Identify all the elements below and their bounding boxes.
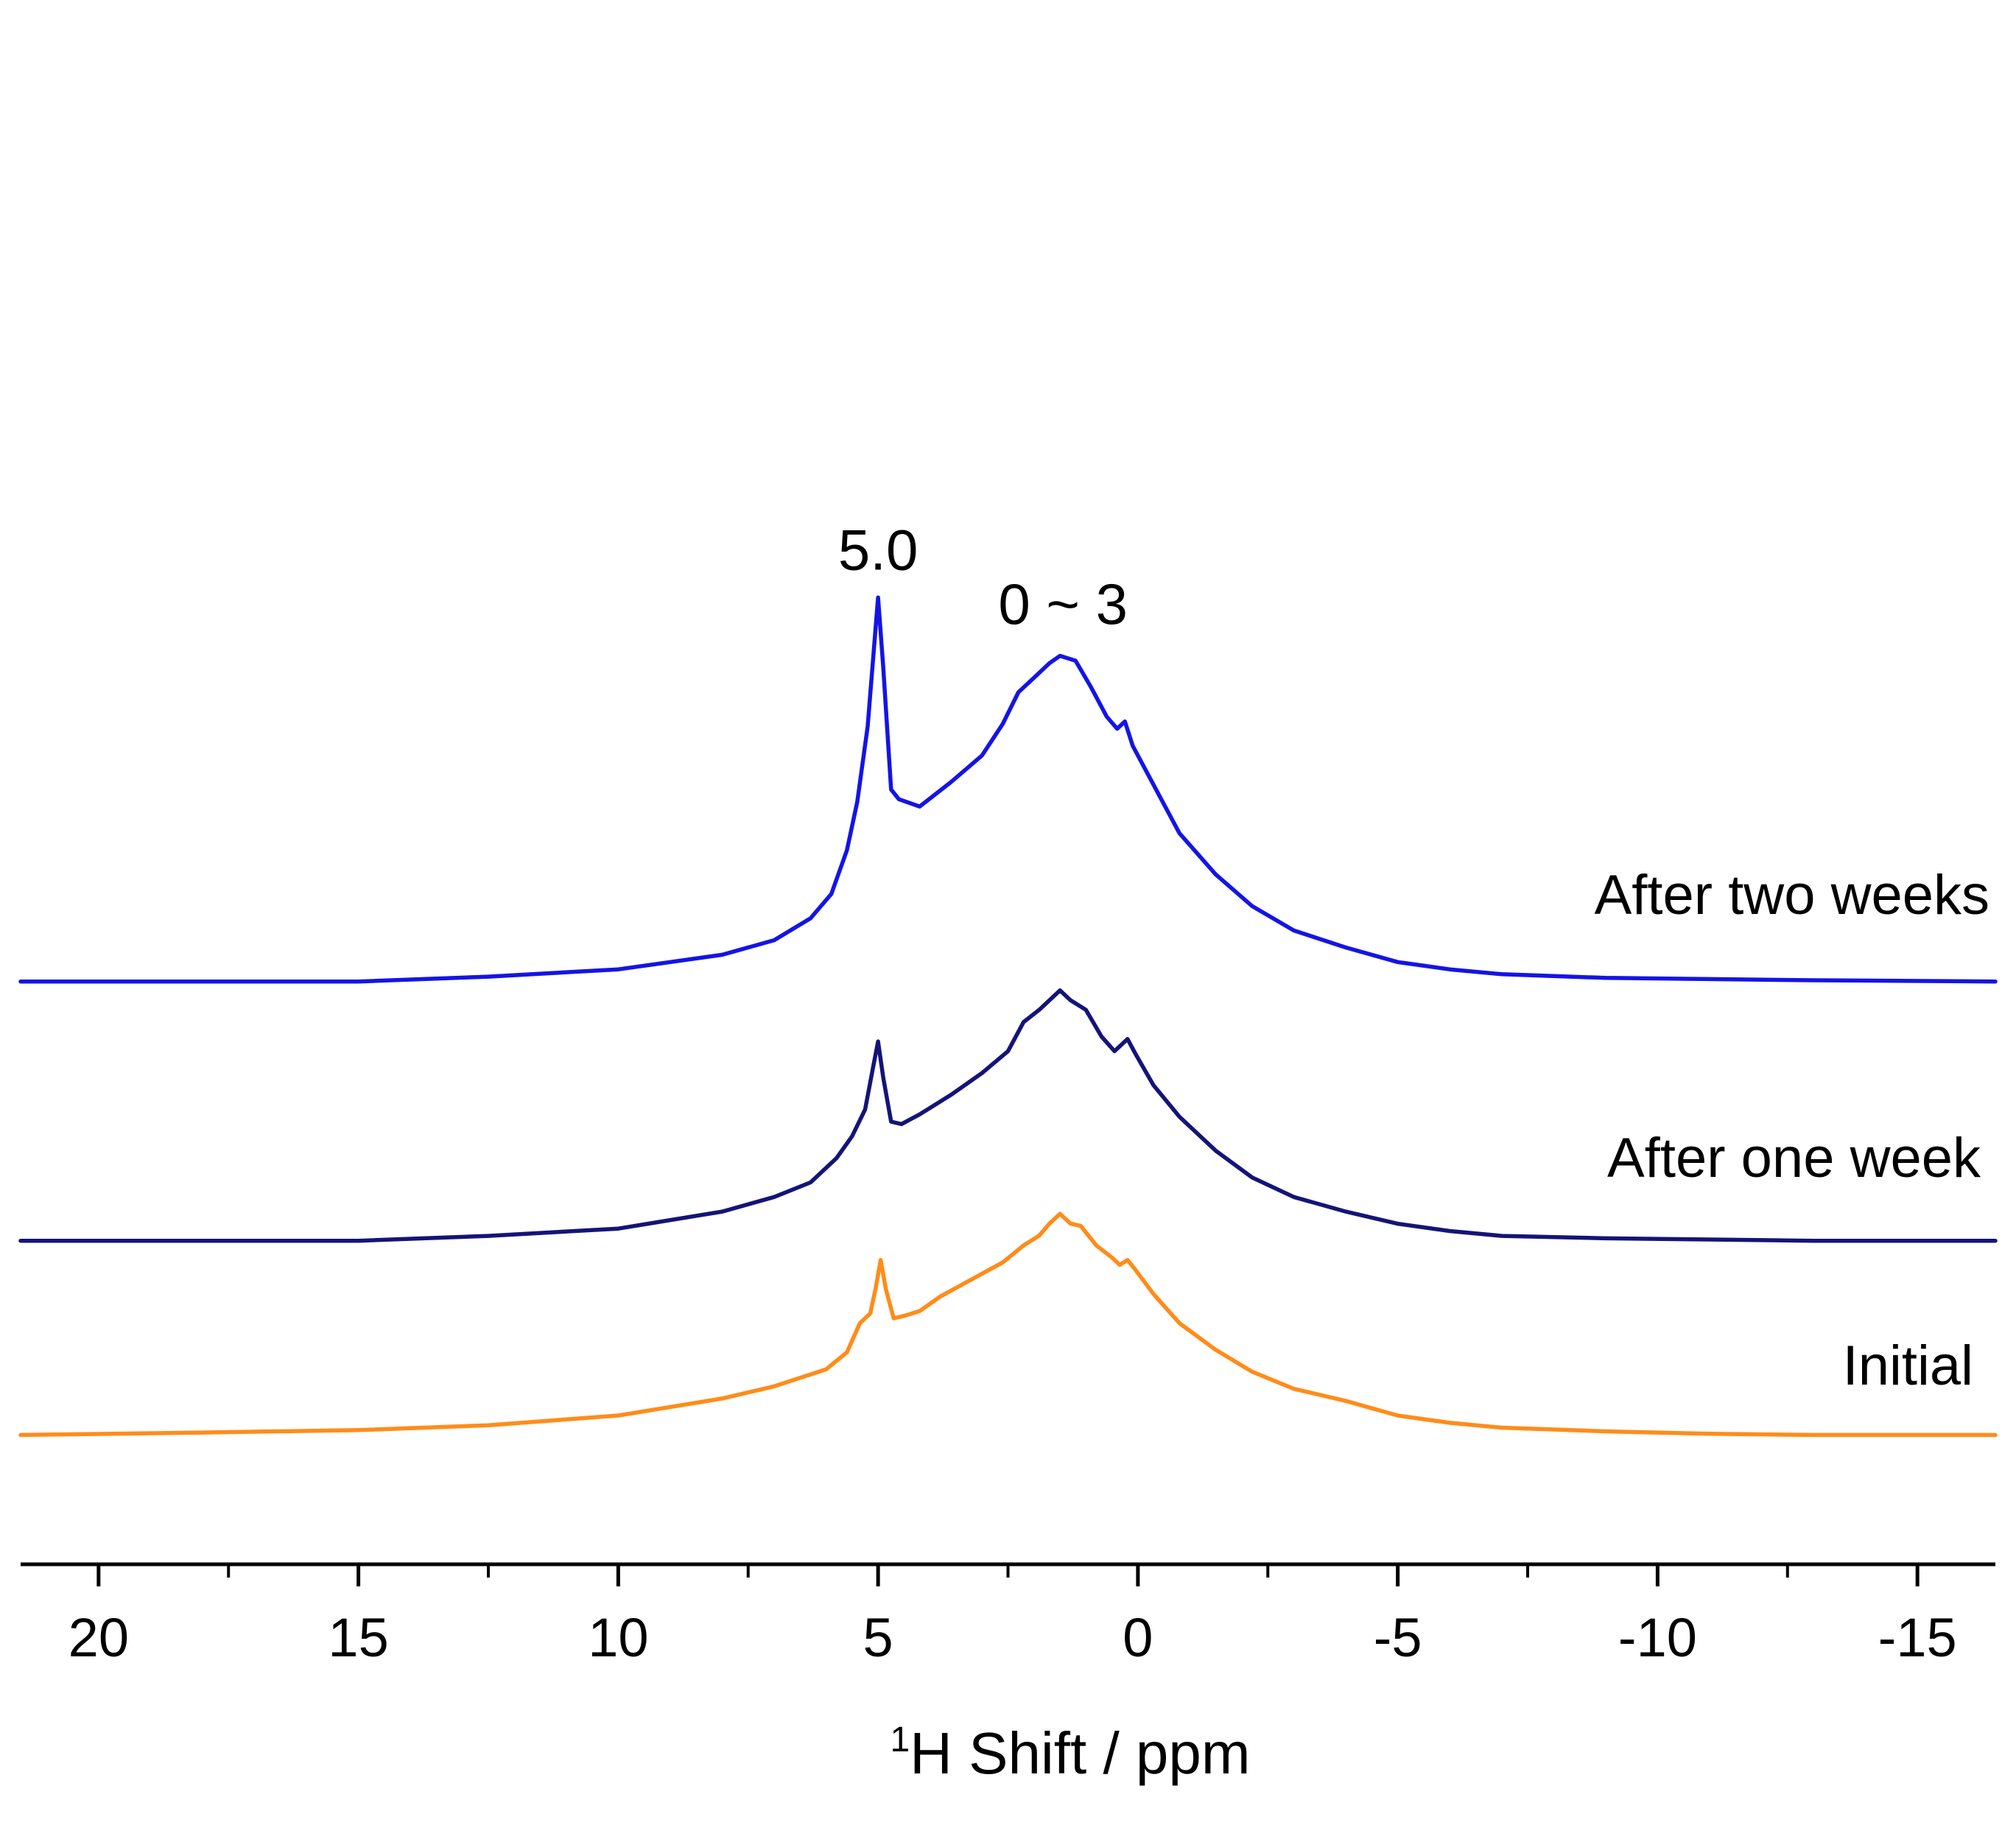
x-axis-tick-labels: 20 15 10 5 0 -5 -10 -15 [69, 1607, 1957, 1668]
x-tick-label: 15 [328, 1607, 388, 1668]
x-axis-title: 1H Shift / ppm [890, 1720, 1250, 1786]
trace-initial [18, 1212, 1998, 1438]
x-axis-title-superscript: 1 [890, 1720, 910, 1759]
series-label-initial: Initial [1843, 1335, 1973, 1397]
peak-annotations: 5.0 0 ~ 3 [838, 517, 1128, 636]
trace-after-two-weeks [18, 595, 1998, 984]
series-label-after-one-week: After one week [1607, 1127, 1981, 1189]
series-label-after-two-weeks: After two weeks [1595, 864, 1989, 926]
x-tick-label: 20 [69, 1607, 129, 1668]
x-axis: 20 15 10 5 0 -5 -10 -15 [21, 1562, 1995, 1668]
trace-after-one-week [18, 988, 1998, 1243]
x-tick-label: 0 [1123, 1607, 1153, 1668]
x-tick-label: 5 [863, 1607, 893, 1668]
spectrum-traces [18, 595, 1998, 1438]
x-tick-label: -5 [1374, 1607, 1422, 1668]
x-tick-label: 10 [588, 1607, 648, 1668]
x-tick-label: -10 [1618, 1607, 1697, 1668]
x-axis-title-text: H Shift / ppm [910, 1720, 1250, 1786]
peak-annotation-2: 0 ~ 3 [998, 572, 1128, 636]
peak-annotation-1: 5.0 [838, 517, 918, 582]
series-labels: Initial After one week After two weeks [1595, 864, 1989, 1397]
x-axis-ticks [96, 1564, 1920, 1586]
x-tick-label: -15 [1878, 1607, 1957, 1668]
